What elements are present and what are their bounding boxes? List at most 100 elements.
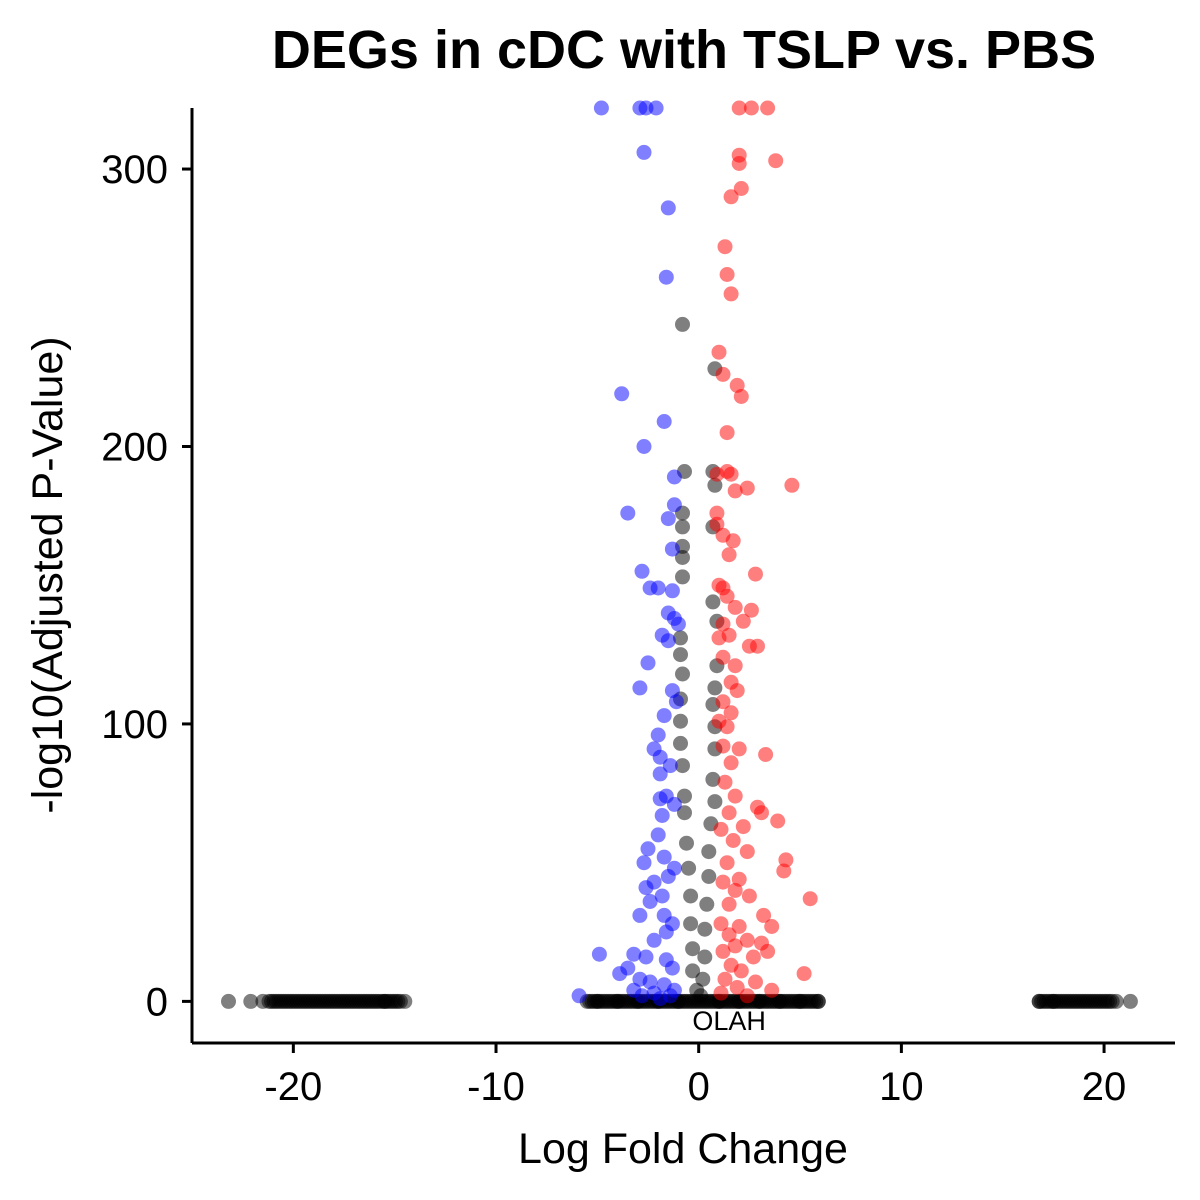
- data-point-up: [760, 100, 776, 116]
- data-point-down: [654, 808, 670, 823]
- data-point-up: [768, 153, 784, 169]
- data-point-up: [721, 547, 737, 563]
- data-point-ns: [675, 569, 690, 585]
- data-point-down: [634, 563, 650, 579]
- data-point-ns: [792, 993, 808, 1009]
- x-tick-label: 20: [1082, 1065, 1127, 1109]
- data-point-up: [711, 630, 727, 646]
- data-point-ns: [697, 921, 713, 937]
- data-point-up: [733, 963, 749, 979]
- data-point-ns: [705, 771, 721, 787]
- data-point-down: [652, 991, 668, 1007]
- data-point-down: [662, 758, 678, 774]
- data-point-up: [715, 943, 731, 959]
- data-point-up: [796, 966, 812, 982]
- data-point-up: [713, 985, 729, 1001]
- data-point-up: [756, 907, 772, 923]
- data-point-up: [739, 480, 755, 496]
- data-point-up: [723, 705, 739, 721]
- data-point-down: [650, 827, 666, 843]
- data-point-up: [743, 100, 759, 116]
- data-point-ns: [707, 680, 723, 696]
- data-point-ns: [677, 805, 692, 821]
- data-point-down: [660, 633, 676, 649]
- data-point-ns: [685, 963, 701, 979]
- data-point-down: [652, 766, 668, 782]
- data-point-up: [723, 286, 739, 302]
- data-point-up: [721, 805, 737, 821]
- data-point-up: [754, 805, 769, 821]
- data-point-up: [735, 819, 751, 835]
- data-point-ns: [243, 993, 259, 1009]
- data-point-up: [713, 916, 729, 932]
- data-point-ns: [675, 758, 690, 774]
- data-point-ns: [697, 949, 713, 965]
- data-point-ns: [675, 519, 690, 535]
- data-point-up: [750, 638, 765, 654]
- data-point-ns: [673, 713, 688, 729]
- data-point-up: [715, 738, 731, 754]
- data-point-up: [715, 649, 731, 665]
- data-point-down: [591, 946, 607, 962]
- data-point-up: [711, 344, 727, 360]
- data-point-up: [731, 741, 747, 757]
- data-point-up: [717, 774, 733, 790]
- data-point-ns: [699, 896, 715, 912]
- data-point-up: [748, 566, 763, 582]
- data-points: [221, 100, 1138, 1009]
- data-point-ns: [707, 477, 723, 493]
- data-point-down: [571, 988, 587, 1004]
- data-point-up: [719, 425, 735, 441]
- x-tick-label: -20: [264, 1065, 322, 1109]
- data-point-ns: [705, 594, 721, 610]
- data-point-down: [660, 869, 676, 884]
- data-point-up: [715, 366, 731, 382]
- data-point-down: [640, 655, 656, 671]
- data-point-up: [741, 888, 757, 904]
- data-point-ns: [675, 550, 690, 565]
- data-point-ns: [1108, 993, 1124, 1009]
- data-point-up: [719, 588, 735, 604]
- data-point-up: [719, 855, 735, 871]
- data-point-ns: [673, 630, 688, 646]
- data-point-down: [636, 855, 652, 871]
- data-point-ns: [589, 993, 605, 1009]
- data-point-down: [614, 386, 630, 402]
- data-point-up: [715, 874, 731, 890]
- data-point-ns: [679, 835, 694, 851]
- data-point-up: [748, 974, 763, 990]
- data-point-ns: [685, 941, 701, 957]
- data-point-up: [764, 982, 780, 998]
- data-point-ns: [810, 993, 826, 1009]
- data-point-ns: [683, 888, 699, 904]
- data-point-down: [658, 924, 674, 940]
- data-point-up: [760, 943, 776, 959]
- data-point-down: [664, 583, 680, 599]
- data-point-up: [723, 466, 739, 482]
- data-point-ns: [1045, 993, 1061, 1009]
- data-point-down: [656, 849, 672, 865]
- data-point-down: [634, 988, 650, 1004]
- data-point-down: [642, 894, 658, 909]
- data-point-down: [658, 269, 674, 285]
- data-point-ns: [255, 993, 271, 1009]
- data-point-up: [739, 988, 755, 1004]
- data-point-down: [654, 888, 670, 904]
- data-point-up: [717, 971, 733, 987]
- data-point-up: [802, 891, 818, 907]
- data-point-down: [666, 497, 682, 513]
- data-point-down: [648, 100, 664, 116]
- data-point-up: [733, 389, 749, 404]
- data-point-down: [640, 841, 656, 857]
- y-tick-label: 0: [146, 980, 168, 1024]
- data-point-ns: [752, 993, 767, 1009]
- data-point-ns: [695, 971, 711, 987]
- data-point-ns: [377, 993, 392, 1009]
- data-point-up: [727, 658, 743, 674]
- data-point-down: [593, 100, 609, 116]
- data-point-down: [670, 616, 686, 632]
- data-point-ns: [1031, 993, 1047, 1009]
- data-point-up: [735, 613, 751, 629]
- data-point-up: [723, 755, 739, 771]
